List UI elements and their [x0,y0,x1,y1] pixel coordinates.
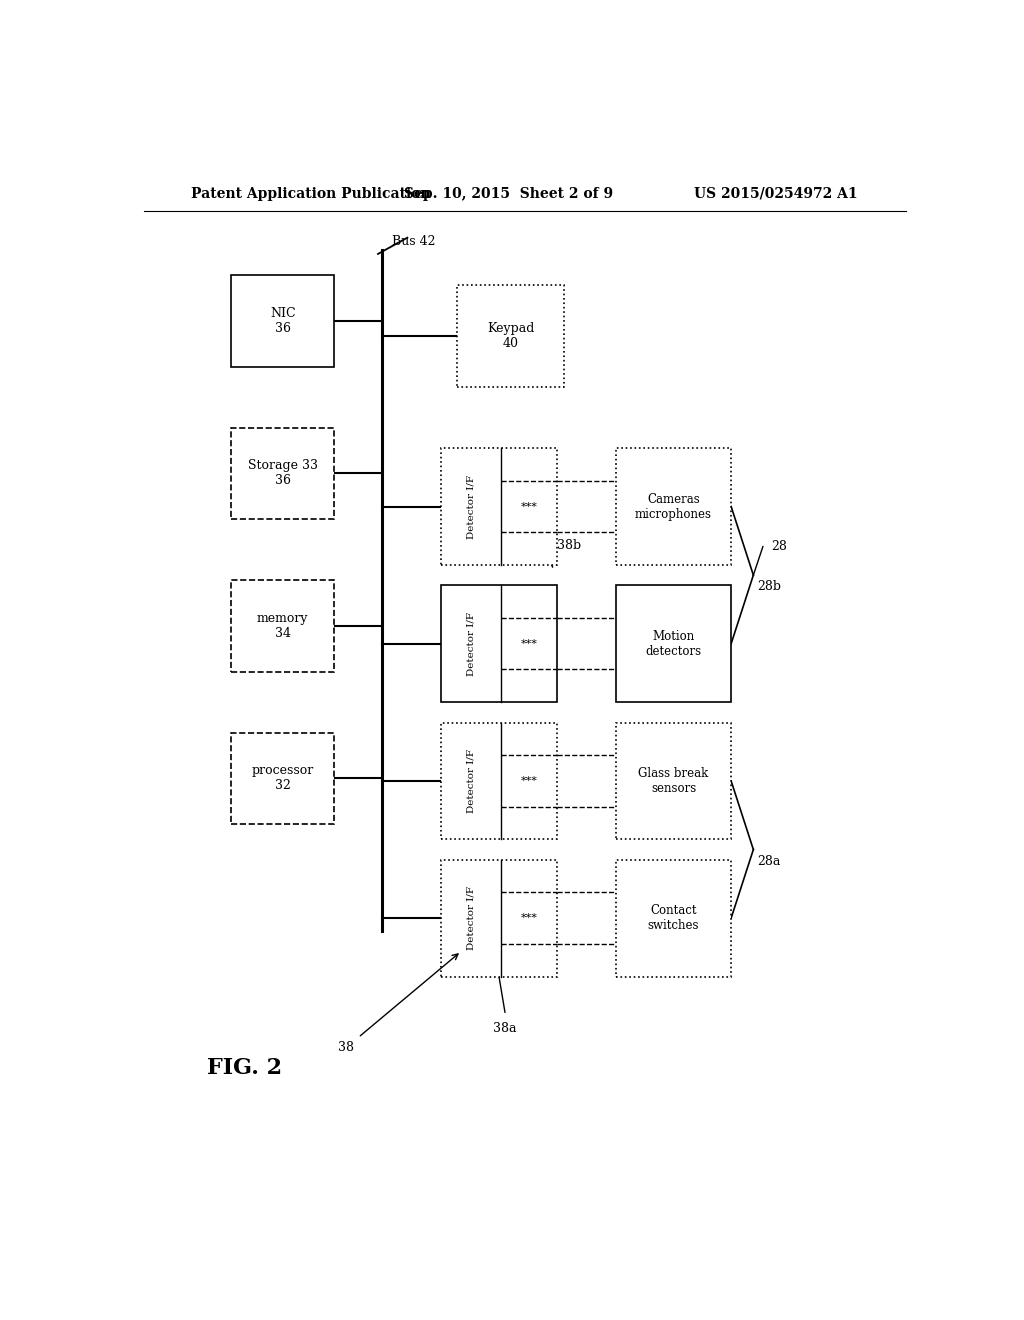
Bar [616,722,731,840]
Text: Contact
switches: Contact switches [648,904,699,932]
Text: ***: *** [520,776,538,785]
Bar [441,859,557,977]
Bar [231,581,334,672]
Bar [231,276,334,367]
Text: Sep. 10, 2015  Sheet 2 of 9: Sep. 10, 2015 Sheet 2 of 9 [404,187,613,201]
Bar [441,447,557,565]
Text: 28a: 28a [758,854,780,867]
Bar [231,428,334,519]
Text: Bus 42: Bus 42 [392,235,436,248]
Text: Glass break
sensors: Glass break sensors [639,767,709,795]
Text: ***: *** [520,639,538,648]
Bar [616,585,731,702]
Bar [616,859,731,977]
Text: Patent Application Publication: Patent Application Publication [191,187,431,201]
Text: US 2015/0254972 A1: US 2015/0254972 A1 [694,187,858,201]
Text: 38b: 38b [557,539,581,552]
Bar [441,585,557,702]
Text: Detector I/F: Detector I/F [467,748,476,813]
Bar [458,285,564,387]
Text: Cameras
microphones: Cameras microphones [635,492,712,520]
Text: 38a: 38a [494,1022,517,1035]
Text: FIG. 2: FIG. 2 [207,1057,283,1078]
Bar [616,447,731,565]
Text: Keypad
40: Keypad 40 [487,322,535,350]
Text: ***: *** [520,913,538,923]
Text: 38: 38 [338,1041,354,1055]
Text: processor
32: processor 32 [252,764,314,792]
Text: Detector I/F: Detector I/F [467,886,476,950]
Bar [441,722,557,840]
Bar [231,733,334,824]
Text: 28b: 28b [758,581,781,593]
Text: memory
34: memory 34 [257,612,308,640]
Text: Detector I/F: Detector I/F [467,474,476,539]
Text: 28: 28 [771,540,786,553]
Text: NIC
36: NIC 36 [270,308,296,335]
Text: Storage 33
36: Storage 33 36 [248,459,317,487]
Text: Detector I/F: Detector I/F [467,611,476,676]
Text: ***: *** [520,502,538,512]
Text: Motion
detectors: Motion detectors [645,630,701,657]
